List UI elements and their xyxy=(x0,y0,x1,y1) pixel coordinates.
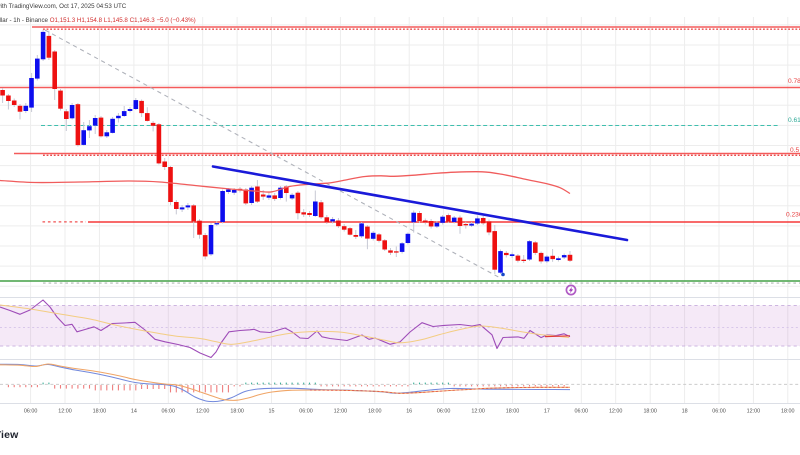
svg-text:0.786: 0.786 xyxy=(788,78,800,85)
svg-text:with TradingView.com, Oct 17,: with TradingView.com, Oct 17, 2025 04:53… xyxy=(0,3,127,10)
svg-text:17: 17 xyxy=(544,409,550,415)
svg-text:06:00: 06:00 xyxy=(24,409,38,415)
svg-text:18:00: 18:00 xyxy=(781,409,795,415)
svg-text:18:00: 18:00 xyxy=(506,409,520,415)
svg-text:16: 16 xyxy=(406,409,412,415)
svg-text:llar - 1h - Binance O1,151.3 H: llar - 1h - Binance O1,151.3 H1,154.8 L1… xyxy=(0,17,196,24)
svg-text:View: View xyxy=(0,429,19,441)
svg-text:06:00: 06:00 xyxy=(575,409,589,415)
svg-text:06:00: 06:00 xyxy=(437,409,451,415)
svg-text:18:00: 18:00 xyxy=(643,409,657,415)
svg-text:14: 14 xyxy=(131,409,137,415)
svg-text:06:00: 06:00 xyxy=(162,409,176,415)
svg-text:12:00: 12:00 xyxy=(471,409,485,415)
svg-text:0.618: 0.618 xyxy=(788,117,800,124)
svg-text:12:00: 12:00 xyxy=(58,409,72,415)
svg-text:15: 15 xyxy=(269,409,275,415)
svg-text:06:00: 06:00 xyxy=(299,409,313,415)
svg-text:18:00: 18:00 xyxy=(230,409,244,415)
svg-text:0.236: 0.236 xyxy=(786,212,800,219)
svg-text:18:00: 18:00 xyxy=(368,409,382,415)
svg-text:12:00: 12:00 xyxy=(196,409,210,415)
svg-text:18: 18 xyxy=(682,409,688,415)
svg-text:06:00: 06:00 xyxy=(712,409,726,415)
svg-text:12:00: 12:00 xyxy=(609,409,623,415)
svg-text:0.5: 0.5 xyxy=(790,147,799,154)
svg-text:18:00: 18:00 xyxy=(93,409,107,415)
svg-text:12:00: 12:00 xyxy=(747,409,761,415)
svg-text:12:00: 12:00 xyxy=(334,409,348,415)
